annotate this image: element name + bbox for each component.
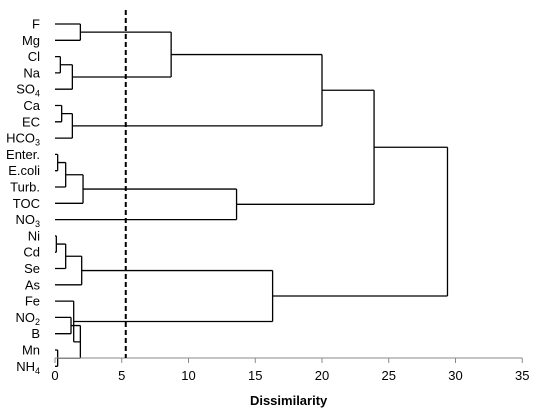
leaf-label-text: Cd <box>23 245 40 260</box>
leaf-label-text: Ni <box>28 228 40 243</box>
leaf-label-text: NH <box>16 359 35 374</box>
x-axis-title: Dissimilarity <box>250 393 328 408</box>
leaf-labels: FMgClNaSO4CaECHCO3Enter.E.coliTurb.TOCNO… <box>6 17 41 376</box>
leaf-label: HCO3 <box>6 131 40 148</box>
dendrogram-link-m20 <box>73 269 274 323</box>
leaf-label-text: EC <box>22 114 40 129</box>
x-tick-label: 30 <box>448 368 462 383</box>
leaf-label-text: HCO <box>6 131 35 146</box>
leaf-label: Ni <box>28 228 40 243</box>
leaf-label: Se <box>24 261 40 276</box>
dendrogram-link-m2 <box>55 55 61 74</box>
dendrogram-link-m1 <box>55 23 82 41</box>
x-tick-label: 10 <box>181 368 195 383</box>
leaf-label: B <box>31 326 40 341</box>
x-tick-label: 5 <box>118 368 125 383</box>
leaf-label: Ca <box>23 98 40 113</box>
leaf-label: Turb. <box>10 180 40 195</box>
leaf-label-subscript: 3 <box>35 219 40 229</box>
leaf-label-text: E.coli <box>8 163 40 178</box>
dendrogram-link-m15 <box>55 255 83 286</box>
dendrogram-link-m10 <box>55 174 84 204</box>
x-tick-label: 20 <box>315 368 329 383</box>
leaf-label: E.coli <box>8 163 40 178</box>
leaf-label-text: Se <box>24 261 40 276</box>
dendrogram-link-m9 <box>55 161 67 188</box>
leaf-label-text: NO <box>15 310 35 325</box>
leaf-label: NH4 <box>16 359 40 376</box>
leaf-label: Fe <box>25 294 40 309</box>
leaf-label-text: Mn <box>22 343 40 358</box>
leaf-label: Mn <box>22 343 40 358</box>
leaf-label-subscript: 2 <box>35 317 40 327</box>
leaf-label-text: Fe <box>25 294 40 309</box>
leaf-label: Mg <box>22 33 40 48</box>
x-tick-label: 35 <box>515 368 529 383</box>
leaf-label: F <box>32 17 40 32</box>
dendrogram-link-m11 <box>55 188 238 221</box>
leaf-label: EC <box>22 114 40 129</box>
leaf-label-text: NO <box>15 212 35 227</box>
leaf-label: As <box>25 277 41 292</box>
leaf-label-text: Cl <box>28 49 40 64</box>
x-tick-label: 15 <box>248 368 262 383</box>
leaf-label: TOC <box>13 196 40 211</box>
leaf-label-text: F <box>32 17 40 32</box>
x-tick-label: 0 <box>51 368 58 383</box>
leaf-label: Cl <box>28 49 40 64</box>
leaf-label: Cd <box>23 245 40 260</box>
leaf-label-text: B <box>31 326 40 341</box>
leaf-label: NO2 <box>15 310 40 327</box>
dendrogram-link-m13 <box>55 235 57 253</box>
dendrogram-link-m8 <box>55 153 59 172</box>
leaf-label: NO3 <box>15 212 40 229</box>
leaf-label: Enter. <box>6 147 40 162</box>
dendrogram-link-m6 <box>55 113 74 139</box>
leaf-label-subscript: 4 <box>35 366 40 376</box>
dendrogram-link-m7 <box>72 53 323 127</box>
dendrogram-link-m21 <box>272 146 449 297</box>
dendrogram-link-m4 <box>72 31 172 78</box>
dendrogram-links <box>55 23 449 367</box>
leaf-label-text: Enter. <box>6 147 40 162</box>
leaf-label-subscript: 3 <box>35 138 40 148</box>
leaf-label-text: TOC <box>13 196 40 211</box>
leaf-label-text: Turb. <box>10 180 40 195</box>
leaf-label: SO4 <box>16 82 40 99</box>
leaf-label: Na <box>23 65 40 80</box>
dendrogram-link-m3 <box>55 64 74 90</box>
x-tick-label: 25 <box>382 368 396 383</box>
leaf-label-text: As <box>25 277 41 292</box>
x-axis: 0 5 10 15 20 25 30 35 <box>51 357 529 383</box>
leaf-label-text: Mg <box>22 33 40 48</box>
dendrogram-link-m16 <box>55 316 72 335</box>
leaf-label-subscript: 4 <box>35 89 40 99</box>
dendrogram-link-m12 <box>236 89 375 205</box>
leaf-label-text: SO <box>16 82 35 97</box>
leaf-label-text: Na <box>23 65 40 80</box>
dendrogram-link-m5 <box>55 104 63 123</box>
leaf-label-text: Ca <box>23 98 40 113</box>
